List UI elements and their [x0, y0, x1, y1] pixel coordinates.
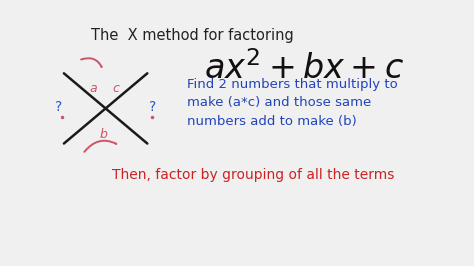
Text: Then, factor by grouping of all the terms: Then, factor by grouping of all the term…: [112, 168, 394, 182]
Text: b: b: [100, 128, 108, 141]
Text: numbers add to make (b): numbers add to make (b): [187, 114, 357, 127]
Text: ?: ?: [149, 100, 156, 114]
Text: ?: ?: [55, 100, 63, 114]
Text: a: a: [89, 82, 97, 95]
FancyArrowPatch shape: [84, 141, 116, 152]
Text: Find 2 numbers that multiply to: Find 2 numbers that multiply to: [187, 78, 398, 91]
Text: make (a*c) and those same: make (a*c) and those same: [187, 96, 371, 109]
Text: c: c: [113, 82, 119, 95]
FancyArrowPatch shape: [81, 58, 101, 67]
Text: $ax^2+bx+c$: $ax^2+bx+c$: [204, 51, 404, 86]
Text: The  X method for factoring: The X method for factoring: [91, 28, 294, 43]
